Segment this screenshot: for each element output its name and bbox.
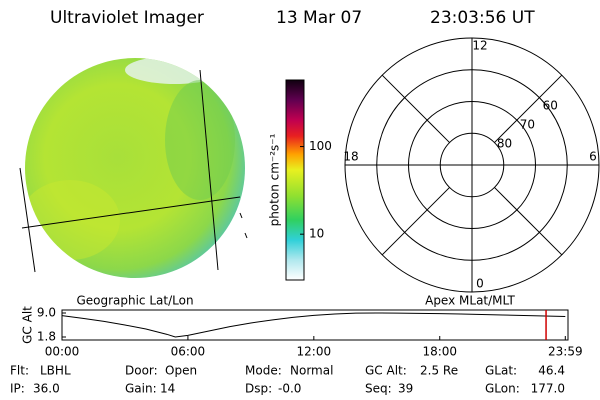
y-tick-label: 9.0 <box>37 306 56 320</box>
alt-ylabel: GC Alt <box>21 306 35 344</box>
info-label: GLat: <box>485 364 517 378</box>
info-label: Door: <box>125 364 158 378</box>
polar-lat-label: 70 <box>520 117 535 131</box>
info-label: Gain: <box>125 382 157 396</box>
info-value: 39 <box>398 382 413 396</box>
x-tick-label: 12:00 <box>297 345 332 359</box>
colorbar-tick-label: 100 <box>309 139 332 153</box>
colorbar-tick-label: 10 <box>309 227 324 241</box>
colorbar-label: photon cm⁻²s⁻¹ <box>268 133 282 226</box>
info-label: GLon: <box>485 382 520 396</box>
polar-spoke <box>381 74 450 143</box>
info-value: 46.4 <box>538 364 565 378</box>
polar-lat-label: 60 <box>543 98 558 112</box>
image-label: Geographic Lat/Lon <box>76 294 193 308</box>
info-label: Dsp: <box>245 382 272 396</box>
x-tick-label: 00:00 <box>45 345 80 359</box>
polar-mlt-label: 0 <box>476 277 484 291</box>
y-tick-label: 1.8 <box>37 330 56 344</box>
date: 13 Mar 07 <box>276 8 362 28</box>
info-label: Flt: <box>10 364 29 378</box>
x-tick-label: 18:00 <box>422 345 457 359</box>
info-value: Open <box>165 364 197 378</box>
info-label: Mode: <box>245 364 282 378</box>
colorbar <box>285 79 305 281</box>
polar-spoke <box>494 187 563 256</box>
info-value: 36.0 <box>33 382 60 396</box>
polar-spoke <box>381 187 450 256</box>
info-value: 14 <box>160 382 175 396</box>
polar-lat-label: 80 <box>497 136 512 150</box>
x-tick-label: 06:00 <box>171 345 206 359</box>
x-tick-label: 23:59 <box>548 345 583 359</box>
polar-spoke <box>494 74 563 143</box>
polar-label: Apex MLat/MLT <box>425 294 515 308</box>
info-value: LBHL <box>40 364 71 378</box>
info-value: -0.0 <box>278 382 301 396</box>
alt-curve <box>61 312 566 338</box>
info-label: IP: <box>10 382 25 396</box>
polar-mlt-label: 12 <box>472 39 487 53</box>
polar-mlt-label: 6 <box>589 150 597 164</box>
info-label: Seq: <box>365 382 392 396</box>
info-value: 2.5 Re <box>420 364 458 378</box>
alt-frame <box>61 309 569 341</box>
polar-mlt-label: 18 <box>343 150 358 164</box>
info-value: 177.0 <box>531 382 565 396</box>
time: 23:03:56 UT <box>430 8 535 28</box>
earth-image <box>19 58 248 278</box>
info-label: GC Alt: <box>365 364 407 378</box>
instrument: Ultraviolet Imager <box>50 8 204 28</box>
info-value: Normal <box>290 364 333 378</box>
